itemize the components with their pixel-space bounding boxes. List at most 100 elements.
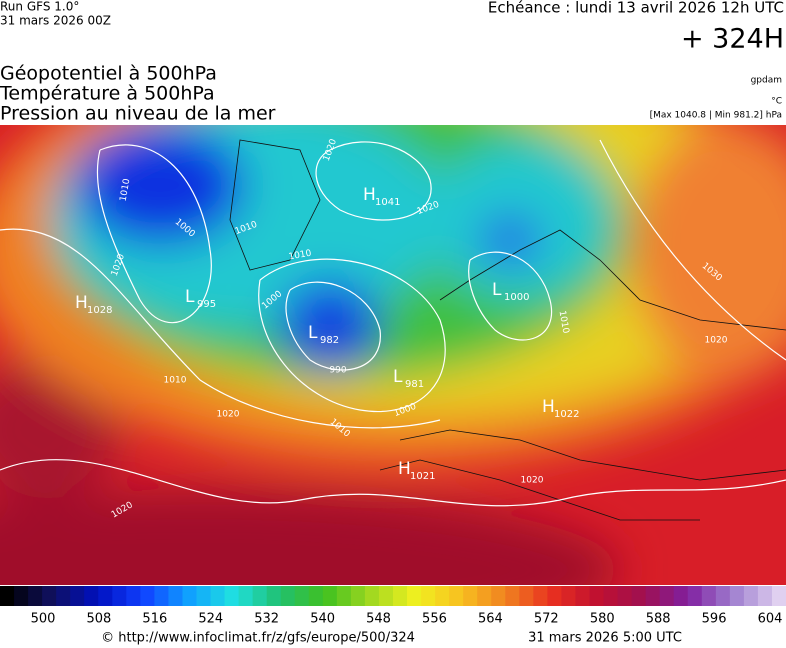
colorbar-tick-label: 572 <box>534 612 559 627</box>
colorbar-swatch <box>378 586 394 606</box>
colorbar-swatch <box>14 586 29 606</box>
colorbar-swatch <box>603 586 619 606</box>
isobar-label: 1010 <box>164 376 187 386</box>
colorbar-tick-label: 564 <box>478 612 503 627</box>
run-date: 31 mars 2026 00Z <box>0 14 111 28</box>
colorbar-tick-label: 500 <box>31 612 56 627</box>
pressure-center-type: L <box>185 287 195 307</box>
colorbar-tick-label: 540 <box>310 612 335 627</box>
legend-line: Pression au niveau de la mer <box>0 103 276 125</box>
colorbar-tick-label: 508 <box>87 612 112 627</box>
colorbar-swatch <box>196 586 212 606</box>
colorbar-swatch <box>673 586 689 606</box>
colorbar-swatch <box>0 586 15 606</box>
colorbar-tick-label: 548 <box>366 612 391 627</box>
colorbar-tick-label: 524 <box>198 612 223 627</box>
pressure-center-value: 995 <box>197 299 216 310</box>
colorbar-swatch <box>701 586 717 606</box>
colorbar-swatch <box>617 586 633 606</box>
pressure-center-type: H <box>363 185 376 205</box>
generated-time: 31 mars 2026 5:00 UTC <box>528 631 682 646</box>
unit: °C <box>771 97 782 107</box>
isobar-label: 1020 <box>705 336 728 346</box>
colorbar-tick-label: 588 <box>646 612 671 627</box>
colorbar-swatch <box>533 586 548 606</box>
colorbar-swatch <box>84 586 99 606</box>
isobar-label: 1010 <box>288 249 313 263</box>
isobar-label: 990 <box>329 366 346 376</box>
colorbar-swatch <box>70 586 85 606</box>
colorbar-swatch <box>140 586 155 606</box>
colorbar-swatch <box>126 586 141 606</box>
colorbar-swatch <box>463 586 478 606</box>
colorbar-tick-label: 596 <box>702 612 727 627</box>
colorbar-swatch <box>308 586 324 606</box>
legend-line: Température à 500hPa <box>0 83 215 105</box>
colorbar-swatch <box>519 586 534 606</box>
colorbar-swatch <box>294 586 310 606</box>
colorbar-swatch <box>252 586 268 606</box>
colorbar-swatch <box>42 586 57 606</box>
colorbar-swatch <box>336 586 352 606</box>
legend-line: Géopotentiel à 500hPa <box>0 63 217 85</box>
colorbar-swatch <box>645 586 661 606</box>
colorbar-swatch <box>435 586 450 606</box>
pressure-center-value: 982 <box>320 335 339 346</box>
isobar-label: 1020 <box>217 410 240 420</box>
colorbar-swatch <box>56 586 71 606</box>
colorbar-swatch <box>280 586 296 606</box>
colorbar-swatch <box>631 586 647 606</box>
colorbar-swatch <box>224 586 240 606</box>
colorbar-swatch <box>393 586 408 606</box>
pressure-center-type: L <box>492 280 502 300</box>
colorbar: 500 508 516 524 532 540 548 556 564 572 580 588 596 6… <box>0 586 786 627</box>
colorbar-swatch <box>771 586 786 606</box>
colorbar-swatch <box>168 586 183 606</box>
colorbar-swatch <box>659 586 675 606</box>
colorbar-swatch <box>715 586 731 606</box>
pressure-center-type: L <box>393 367 403 387</box>
colorbar-swatch <box>364 586 380 606</box>
colorbar-swatch <box>687 586 703 606</box>
colorbar-swatch <box>561 586 576 606</box>
colorbar-swatch <box>182 586 197 606</box>
isobar-label: 1010 <box>119 178 133 203</box>
colorbar-tick-label: 556 <box>422 612 447 627</box>
lead-time: + 324H <box>681 24 784 55</box>
pressure-center-value: 1000 <box>504 292 529 303</box>
pressure-center-type: H <box>542 397 555 417</box>
colorbar-swatch <box>729 586 745 606</box>
valid-time: Echéance : lundi 13 avril 2026 12h UTC <box>488 0 784 17</box>
colorbar-tick-label: 604 <box>758 612 783 627</box>
colorbar-swatch <box>154 586 169 606</box>
pressure-center-value: 1028 <box>87 305 112 316</box>
colorbar-swatch <box>98 586 113 606</box>
run-label: Run GFS 1.0° <box>0 0 79 14</box>
colorbar-swatch <box>491 586 506 606</box>
copyright: © http://www.infoclimat.fr/z/gfs/europe/… <box>101 631 415 646</box>
colorbar-swatch <box>28 586 43 606</box>
pressure-center-type: H <box>398 459 411 479</box>
colorbar-tick-label: 580 <box>590 612 615 627</box>
colorbar-swatch <box>112 586 127 606</box>
pressure-center-type: H <box>75 293 88 313</box>
colorbar-swatch <box>238 586 254 606</box>
colorbar-swatch <box>350 586 366 606</box>
colorbar-swatch <box>505 586 520 606</box>
pressure-center-value: 1021 <box>410 471 435 482</box>
isobar-label: 1020 <box>521 476 544 486</box>
colorbar-swatch <box>421 586 436 606</box>
colorbar-swatch <box>743 586 759 606</box>
colorbar-tick-label: 516 <box>142 612 167 627</box>
unit: gpdam <box>751 76 782 86</box>
colorbar-swatch <box>589 586 605 606</box>
pressure-center-value: 1041 <box>375 197 400 208</box>
pressure-center-value: 1022 <box>554 409 579 420</box>
pressure-center-value: 981 <box>405 379 424 390</box>
colorbar-swatch <box>322 586 338 606</box>
map-field <box>0 125 786 585</box>
colorbar-swatch <box>575 586 590 606</box>
colorbar-swatch <box>547 586 562 606</box>
colorbar-swatch <box>210 586 226 606</box>
